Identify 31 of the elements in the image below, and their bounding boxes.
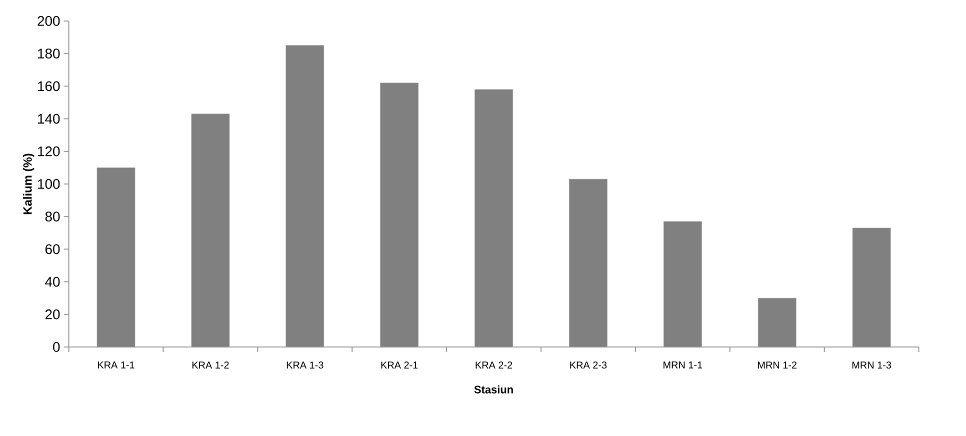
x-tick-label: MRN 1-1 — [664, 362, 702, 368]
bar — [191, 114, 230, 347]
x-axis-title: Stasiun — [474, 385, 513, 394]
y-tick-label: 100 — [38, 179, 60, 189]
bar — [569, 178, 608, 347]
y-tick-label: 140 — [38, 114, 60, 124]
y-tick-label: 160 — [38, 81, 60, 92]
y-tick-label: 120 — [38, 146, 60, 156]
y-tick-label: 20 — [45, 309, 60, 320]
x-tick-label: KRA 2-3 — [570, 362, 607, 369]
x-tick-label: KRA 1-1 — [98, 362, 134, 368]
bar — [474, 89, 513, 347]
y-tick-label: 180 — [38, 48, 60, 59]
y-tick-label: 80 — [45, 212, 60, 222]
x-tick-label: KRA 1-3 — [286, 362, 324, 369]
x-tick-label: KRA 2-2 — [476, 362, 512, 368]
y-tick-label: 0 — [53, 342, 60, 352]
x-tick-label: KRA 1-2 — [192, 362, 229, 368]
bar — [380, 82, 419, 347]
y-tick-label: 40 — [45, 276, 60, 287]
bar — [96, 167, 136, 347]
x-tick-label: MRN 1-2 — [758, 362, 797, 368]
y-axis-title: Kalium (%) — [23, 154, 34, 214]
y-tick-label: 200 — [38, 16, 60, 26]
bar — [852, 228, 891, 347]
bar — [758, 298, 796, 347]
x-tick-label: KRA 2-1 — [381, 362, 418, 368]
bar — [286, 45, 324, 347]
x-tick-label: MRN 1-3 — [852, 362, 892, 369]
y-tick-label: 60 — [45, 244, 60, 254]
bar — [663, 221, 702, 347]
